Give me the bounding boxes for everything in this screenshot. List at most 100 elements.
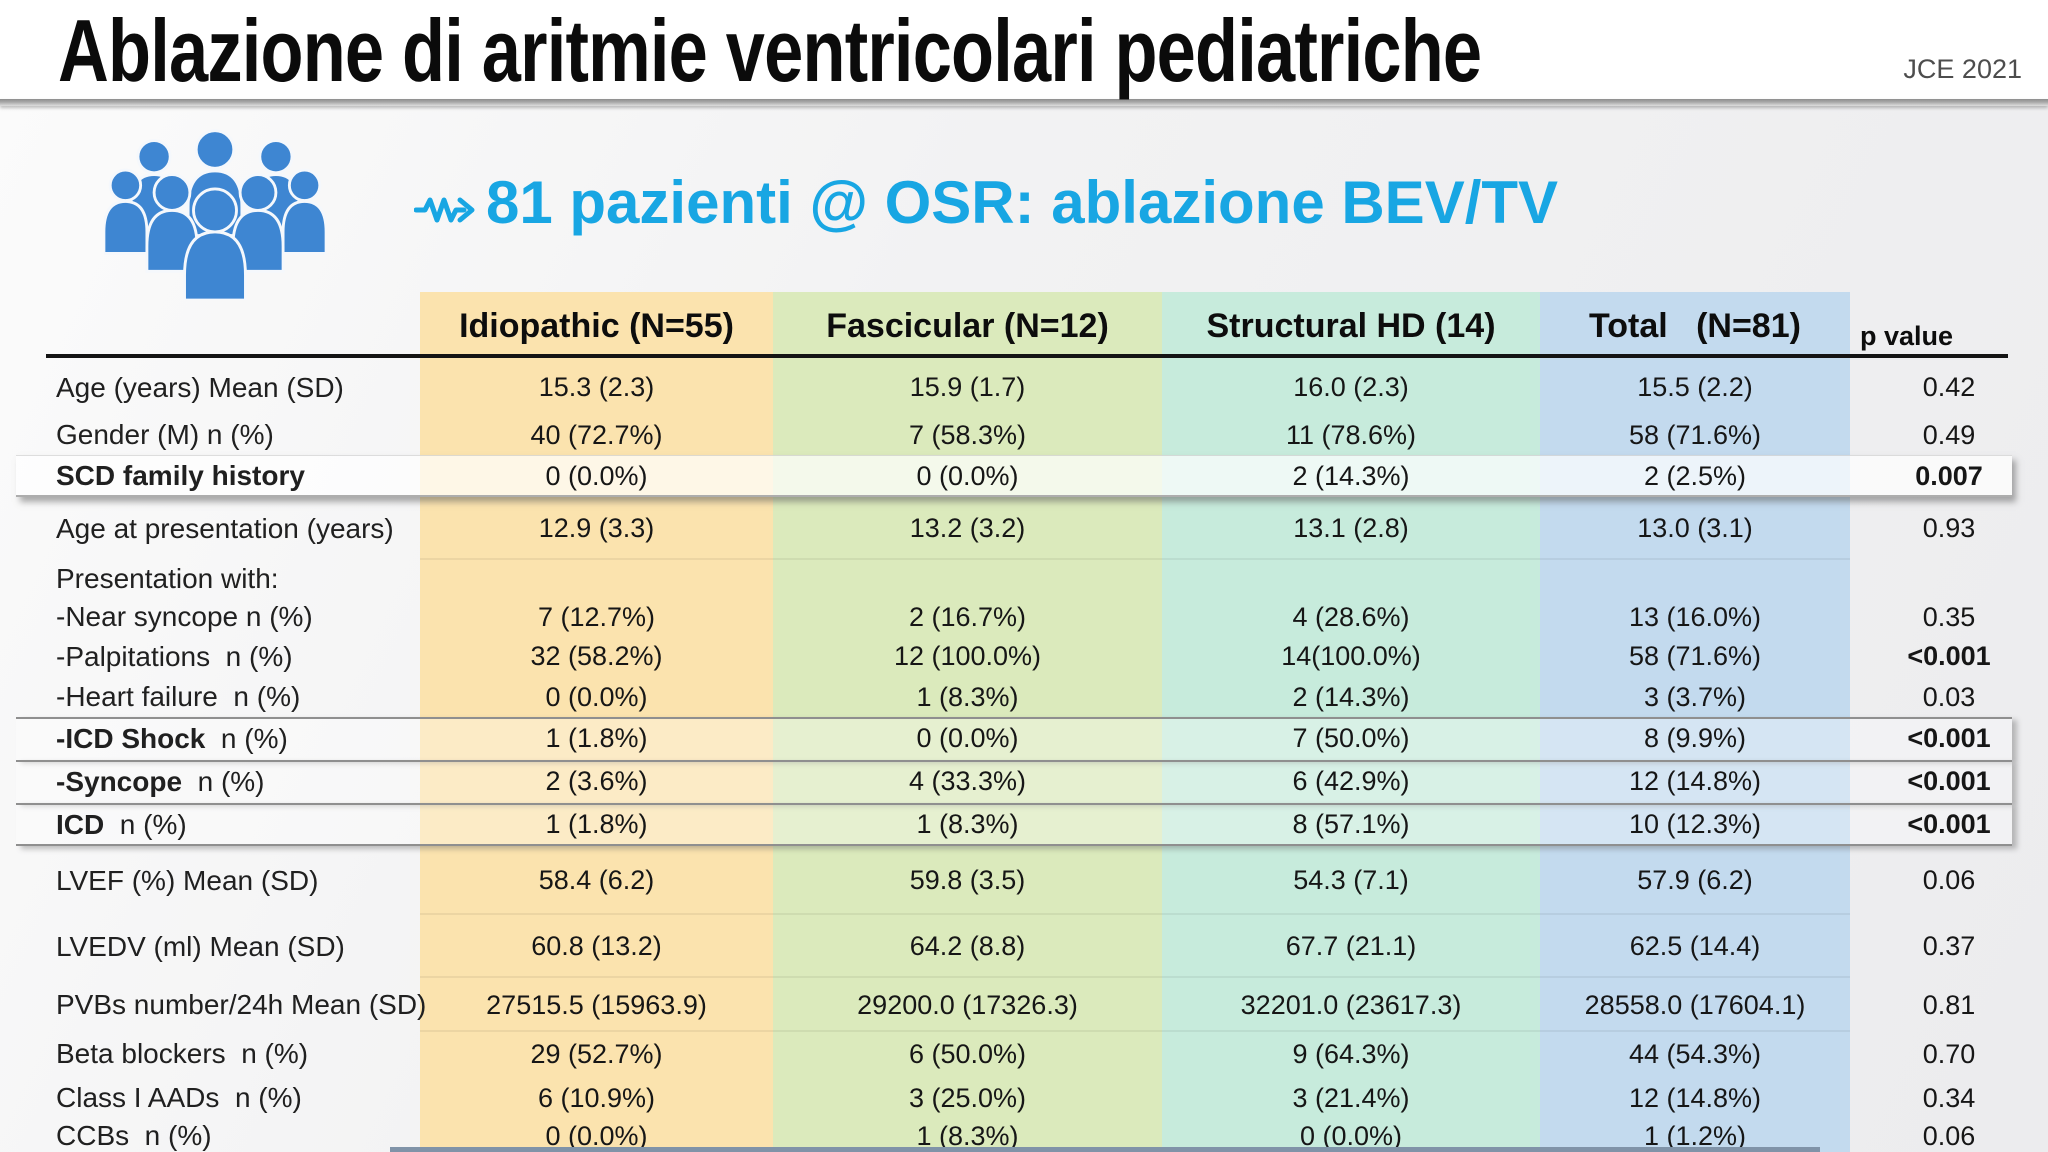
cell-total: 13 (16.0%) (1540, 598, 1850, 636)
cell-structural: 4 (28.6%) (1162, 598, 1540, 636)
cell-idiopathic: 0 (0.0%) (420, 1120, 773, 1152)
cell-total: 12 (14.8%) (1540, 760, 1850, 803)
cell-fascicular: 64.2 (8.8) (773, 915, 1162, 978)
table-row: Age at presentation (years) 12.9 (3.3) 1… (30, 497, 2048, 560)
cell-total: 62.5 (14.4) (1540, 915, 1850, 978)
cell-total: 1 (1.2%) (1540, 1120, 1850, 1152)
slide-subtitle: 81 pazienti @ OSR: ablazione BEV/TV (414, 168, 1558, 237)
row-label: Beta blockers n (%) (56, 1038, 309, 1069)
table-row: Gender (M) n (%) 40 (72.7%) 7 (58.3%) 11… (30, 415, 2048, 455)
cell-fascicular: 2 (16.7%) (773, 598, 1162, 636)
cell-structural (1162, 560, 1540, 598)
header-spacer (30, 292, 420, 360)
row-label: PVBs number/24h Mean (SD) (56, 989, 427, 1020)
cell-structural: 16.0 (2.3) (1162, 360, 1540, 415)
cell-structural: 6 (42.9%) (1162, 760, 1540, 803)
cell-pvalue: 0.42 (1922, 372, 1976, 402)
cell-total: 58 (71.6%) (1540, 636, 1850, 677)
cell-fascicular: 4 (33.3%) (773, 760, 1162, 803)
table-row-highlighted: -Syncope n (%) 2 (3.6%) 4 (33.3%) 6 (42.… (16, 760, 2048, 803)
row-label: -ICD Shock n (%) (56, 722, 288, 754)
patients-table: Idiopathic (N=55) Fascicular (N=12) Stru… (16, 292, 2048, 1152)
row-label: -Heart failure n (%) (56, 681, 301, 712)
cell-structural: 11 (78.6%) (1162, 415, 1540, 455)
row-label: Gender (M) n (%) (56, 419, 274, 450)
cell-fascicular: 0 (0.0%) (773, 455, 1162, 497)
table-row: -Heart failure n (%) 0 (0.0%) 1 (8.3%) 2… (30, 677, 2048, 717)
cell-structural: 9 (64.3%) (1162, 1032, 1540, 1076)
cell-pvalue: <0.001 (1907, 723, 1991, 753)
cell-structural: 8 (57.1%) (1162, 803, 1540, 846)
cell-fascicular: 7 (58.3%) (773, 415, 1162, 455)
row-label: CCBs n (%) (56, 1120, 212, 1151)
cell-idiopathic: 40 (72.7%) (420, 415, 773, 455)
cell-total: 3 (3.7%) (1540, 677, 1850, 717)
cell-pvalue: 0.37 (1922, 931, 1976, 961)
cell-structural: 32201.0 (23617.3) (1162, 978, 1540, 1032)
cell-total: 2 (2.5%) (1540, 455, 1850, 497)
table-row: -Palpitations n (%) 32 (58.2%) 12 (100.0… (30, 636, 2048, 677)
row-label: Presentation with: (56, 563, 279, 594)
table-body: Age (years) Mean (SD) 15.3 (2.3) 15.9 (1… (16, 360, 2048, 1152)
cell-total (1540, 560, 1850, 598)
table-row: Beta blockers n (%) 29 (52.7%) 6 (50.0%)… (30, 1032, 2048, 1076)
row-label: SCD family history (56, 460, 305, 491)
cell-structural: 7 (50.0%) (1162, 717, 1540, 760)
table-row: Age (years) Mean (SD) 15.3 (2.3) 15.9 (1… (30, 360, 2048, 415)
cell-idiopathic: 29 (52.7%) (420, 1032, 773, 1076)
cell-pvalue: 0.81 (1922, 989, 1976, 1020)
cell-idiopathic: 58.4 (6.2) (420, 846, 773, 915)
table-row: Presentation with: (30, 560, 2048, 598)
cell-structural: 2 (14.3%) (1162, 455, 1540, 497)
cell-idiopathic: 12.9 (3.3) (420, 497, 773, 560)
cell-total: 28558.0 (17604.1) (1540, 978, 1850, 1032)
cell-structural: 3 (21.4%) (1162, 1076, 1540, 1120)
table-row: Class I AADs n (%) 6 (10.9%) 3 (25.0%) 3… (30, 1076, 2048, 1120)
header-structural: Structural HD (14) (1162, 292, 1540, 360)
cell-pvalue: 0.03 (1922, 681, 1976, 712)
cell-fascicular: 29200.0 (17326.3) (773, 978, 1162, 1032)
cell-idiopathic: 27515.5 (15963.9) (420, 978, 773, 1032)
cell-pvalue (1850, 560, 2048, 598)
cell-pvalue: <0.001 (1907, 809, 1991, 839)
table-row: -Near syncope n (%) 7 (12.7%) 2 (16.7%) … (30, 598, 2048, 636)
cell-idiopathic: 2 (3.6%) (420, 760, 773, 803)
row-label: Age (years) Mean (SD) (56, 371, 344, 403)
cell-structural: 2 (14.3%) (1162, 677, 1540, 717)
table-bottom-rule (390, 1147, 1820, 1152)
cell-idiopathic: 32 (58.2%) (420, 636, 773, 677)
cell-structural: 13.1 (2.8) (1162, 497, 1540, 560)
row-label: -Syncope n (%) (56, 765, 265, 797)
subtitle-text: 81 pazienti @ OSR: ablazione BEV/TV (486, 169, 1559, 236)
cell-total: 15.5 (2.2) (1540, 360, 1850, 415)
cell-fascicular: 6 (50.0%) (773, 1032, 1162, 1076)
table-row: PVBs number/24h Mean (SD) 27515.5 (15963… (30, 978, 2048, 1032)
cell-fascicular: 12 (100.0%) (773, 636, 1162, 677)
cell-structural: 67.7 (21.1) (1162, 915, 1540, 978)
row-label: -Palpitations n (%) (56, 640, 293, 672)
cell-idiopathic: 0 (0.0%) (420, 677, 773, 717)
row-label: LVEF (%) Mean (SD) (56, 864, 319, 896)
cell-pvalue: 0.06 (1922, 865, 1976, 895)
header-fascicular: Fascicular (N=12) (773, 292, 1162, 360)
cell-fascicular: 1 (8.3%) (773, 677, 1162, 717)
slide-title: Ablazione di aritmie ventricolari pediat… (58, 1, 1482, 100)
cell-total: 8 (9.9%) (1540, 717, 1850, 760)
journal-reference: JCE 2021 (1903, 54, 2022, 84)
cell-pvalue: 0.70 (1922, 1038, 1976, 1069)
cell-idiopathic: 1 (1.8%) (420, 803, 773, 846)
table-header-row: Idiopathic (N=55) Fascicular (N=12) Stru… (30, 292, 2048, 360)
row-label: Class I AADs n (%) (56, 1082, 302, 1113)
cell-idiopathic: 1 (1.8%) (420, 717, 773, 760)
header-total: Total (N=81) (1540, 292, 1850, 360)
cell-fascicular: 3 (25.0%) (773, 1076, 1162, 1120)
squiggle-arrow-icon (414, 197, 475, 222)
cell-total: 58 (71.6%) (1540, 415, 1850, 455)
table-row-highlighted: -ICD Shock n (%) 1 (1.8%) 0 (0.0%) 7 (50… (16, 717, 2048, 760)
header-underline (46, 354, 2008, 358)
cell-total: 57.9 (6.2) (1540, 846, 1850, 915)
cell-fascicular: 0 (0.0%) (773, 717, 1162, 760)
row-label: -Near syncope n (%) (56, 601, 313, 632)
header-idiopathic: Idiopathic (N=55) (420, 292, 773, 360)
